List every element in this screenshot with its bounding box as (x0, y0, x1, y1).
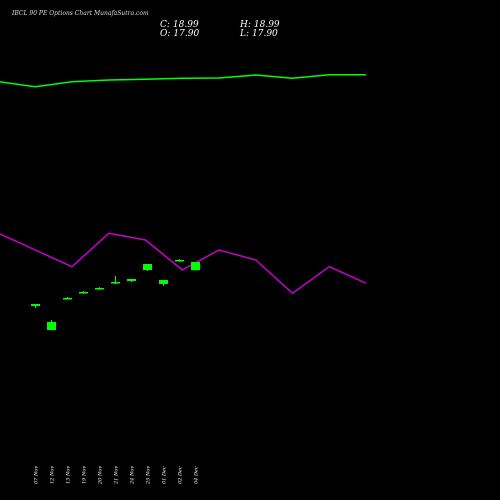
close-readout: C: 18.99 (160, 20, 199, 30)
low-readout: L: 17.90 (240, 29, 278, 39)
x-tick-label: 01 Dec (162, 466, 168, 484)
x-tick-label: 21 Nov (114, 466, 120, 485)
candle-body (159, 280, 168, 284)
x-tick-label: 04 Dec (194, 466, 200, 484)
high-label: H: (240, 20, 251, 30)
x-tick-label: 02 Dec (178, 466, 184, 484)
high-value: 18.99 (253, 20, 280, 30)
x-tick-label: 13 Nov (66, 466, 72, 484)
candle-body (95, 288, 104, 290)
candle-body (175, 260, 184, 262)
open-value: 17.90 (173, 29, 200, 39)
open-label: O: (160, 29, 171, 39)
candle-body (191, 262, 200, 271)
candle-body (143, 264, 152, 270)
candle-body (111, 282, 120, 284)
x-tick-label: 12 Nov (50, 466, 56, 484)
chart-title: IBCL 90 PE Options Chart MunafaSutra.com (12, 10, 149, 17)
candle-body (79, 292, 88, 294)
x-tick-label: 07 Nov (34, 466, 40, 484)
x-tick-label: 25 Nov (146, 466, 152, 485)
x-tick-label: 19 Nov (82, 466, 88, 484)
low-label: L: (240, 29, 250, 39)
series-line-2 (0, 232, 367, 295)
x-tick-label: 20 Nov (98, 466, 104, 485)
close-value: 18.99 (172, 20, 199, 30)
open-readout: O: 17.90 (160, 29, 199, 39)
low-value: 17.90 (252, 29, 278, 39)
candle-body (47, 322, 56, 330)
series-line-1 (0, 73, 366, 88)
high-readout: H: 18.99 (240, 20, 280, 30)
x-tick-label: 24 Nov (130, 466, 136, 485)
close-label: C: (160, 20, 170, 30)
candle-body (127, 279, 136, 281)
candle-body (63, 298, 72, 300)
candle-body (31, 304, 40, 306)
